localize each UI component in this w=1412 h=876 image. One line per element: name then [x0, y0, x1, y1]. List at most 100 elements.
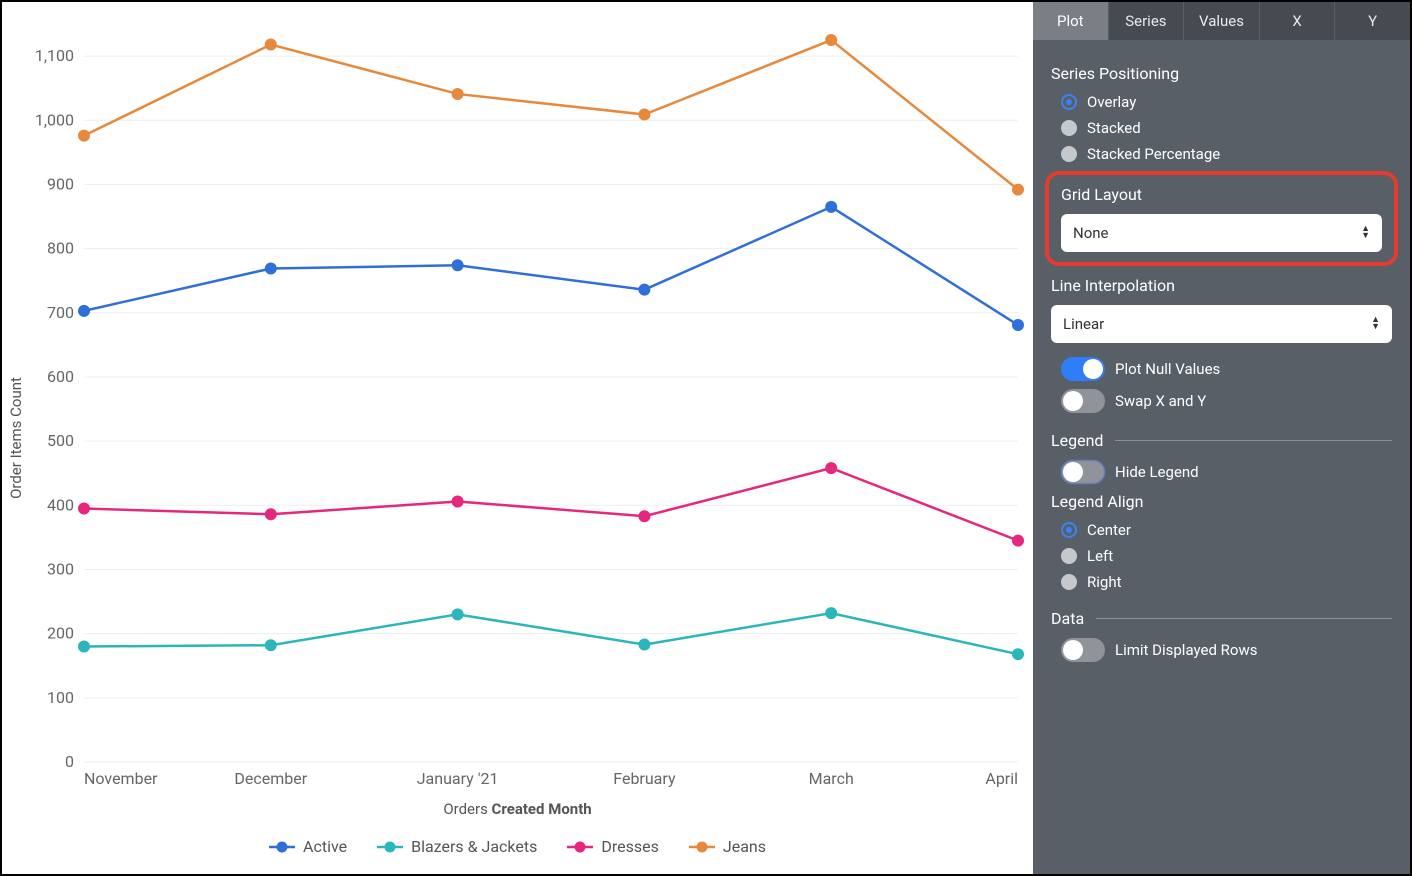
series-point: [78, 640, 90, 652]
series-point: [1012, 535, 1024, 547]
x-tick-label: November: [84, 769, 158, 788]
legend-align-radio-label: Right: [1087, 573, 1121, 591]
legend: Active Blazers & Jackets Dresses Jeans: [2, 837, 1033, 856]
series-point: [1012, 648, 1024, 660]
config-panel: PlotSeriesValuesXY Series Positioning Ov…: [1033, 2, 1410, 874]
grid-layout-highlight: Grid Layout None ▲▼: [1045, 171, 1398, 266]
divider: [1115, 440, 1392, 441]
tab-x[interactable]: X: [1259, 2, 1335, 40]
series-point: [265, 639, 277, 651]
legend-align-radio-label: Left: [1087, 547, 1113, 565]
series-positioning-title: Series Positioning: [1051, 64, 1392, 83]
legend-align-title: Legend Align: [1051, 492, 1392, 511]
grid-layout-value: None: [1073, 224, 1109, 242]
legend-swatch-icon: [377, 840, 403, 854]
y-tick-label: 600: [47, 367, 74, 386]
series-point: [452, 608, 464, 620]
limit-rows-toggle[interactable]: [1061, 638, 1105, 662]
series-positioning-radio-label: Overlay: [1087, 93, 1136, 111]
y-tick-label: 800: [47, 239, 74, 258]
plot-tab-body: Series Positioning OverlayStackedStacked…: [1033, 40, 1410, 874]
swap-xy-toggle[interactable]: [1061, 389, 1105, 413]
x-axis-title: Orders Created Month: [2, 800, 1033, 818]
series-line-dresses: [84, 468, 1018, 541]
plot-null-values-toggle[interactable]: [1061, 357, 1105, 381]
swap-xy-label: Swap X and Y: [1115, 392, 1206, 410]
y-tick-label: 300: [47, 559, 74, 578]
series-positioning-radio-stacked-percentage[interactable]: [1061, 146, 1077, 162]
y-tick-label: 700: [47, 303, 74, 322]
grid-layout-select[interactable]: None ▲▼: [1061, 214, 1382, 252]
series-point: [452, 88, 464, 100]
series-point: [638, 108, 650, 120]
select-caret-icon: ▲▼: [1361, 226, 1370, 240]
x-axis-title-light: Orders: [443, 800, 491, 818]
series-point: [1012, 184, 1024, 196]
y-tick-label: 500: [47, 431, 74, 450]
chart-pane: 01002003004005006007008009001,0001,100No…: [2, 2, 1033, 874]
series-point: [265, 39, 277, 51]
legend-align-radio-label: Center: [1087, 521, 1131, 539]
series-positioning-radio-overlay[interactable]: [1061, 94, 1077, 110]
series-point: [452, 495, 464, 507]
data-section-title: Data: [1051, 609, 1084, 628]
legend-item-active[interactable]: Active: [269, 837, 347, 856]
legend-item-blazers-jackets[interactable]: Blazers & Jackets: [377, 837, 537, 856]
series-point: [78, 130, 90, 142]
hide-legend-label: Hide Legend: [1115, 463, 1199, 481]
tab-plot[interactable]: Plot: [1033, 2, 1108, 40]
x-axis-title-bold: Created Month: [492, 800, 592, 818]
legend-align-radio-right[interactable]: [1061, 574, 1077, 590]
series-line-active: [84, 207, 1018, 325]
series-point: [265, 263, 277, 275]
y-tick-label: 900: [47, 174, 74, 193]
legend-item-dresses[interactable]: Dresses: [567, 837, 659, 856]
legend-item-jeans[interactable]: Jeans: [689, 837, 766, 856]
series-point: [825, 462, 837, 474]
y-tick-label: 0: [65, 752, 74, 771]
series-point: [825, 607, 837, 619]
grid-layout-title: Grid Layout: [1061, 185, 1388, 204]
series-point: [825, 201, 837, 213]
select-caret-icon: ▲▼: [1371, 317, 1380, 331]
legend-swatch-icon: [689, 840, 715, 854]
hide-legend-toggle[interactable]: [1061, 460, 1105, 484]
legend-label: Dresses: [601, 837, 659, 856]
plot-null-values-label: Plot Null Values: [1115, 360, 1220, 378]
tab-values[interactable]: Values: [1183, 2, 1259, 40]
y-tick-label: 200: [47, 624, 74, 643]
series-point: [265, 508, 277, 520]
x-tick-label: February: [613, 769, 676, 788]
y-tick-label: 1,100: [35, 46, 74, 65]
series-point: [78, 503, 90, 515]
y-axis-title: Order Items Count: [7, 377, 25, 499]
series-point: [1012, 319, 1024, 331]
series-point: [638, 639, 650, 651]
line-chart: 01002003004005006007008009001,0001,100No…: [2, 2, 1033, 874]
x-tick-label: March: [809, 769, 854, 788]
x-tick-label: April: [985, 769, 1018, 788]
line-interpolation-value: Linear: [1063, 315, 1104, 333]
series-positioning-radio-label: Stacked Percentage: [1087, 145, 1220, 163]
x-tick-label: December: [234, 769, 307, 788]
series-positioning-radio-stacked[interactable]: [1061, 120, 1077, 136]
series-point: [638, 510, 650, 522]
line-interpolation-select[interactable]: Linear ▲▼: [1051, 305, 1392, 343]
legend-align-radio-left[interactable]: [1061, 548, 1077, 564]
y-tick-label: 400: [47, 495, 74, 514]
series-point: [825, 34, 837, 46]
y-tick-label: 1,000: [35, 110, 74, 129]
tab-y[interactable]: Y: [1334, 2, 1410, 40]
tab-series[interactable]: Series: [1108, 2, 1184, 40]
legend-align-radio-center[interactable]: [1061, 522, 1077, 538]
limit-rows-label: Limit Displayed Rows: [1115, 641, 1257, 659]
legend-section-title: Legend: [1051, 431, 1103, 450]
legend-swatch-icon: [269, 840, 295, 854]
divider: [1096, 618, 1392, 619]
x-tick-label: January '21: [417, 769, 499, 788]
series-point: [78, 305, 90, 317]
series-point: [452, 259, 464, 271]
line-interpolation-title: Line Interpolation: [1051, 276, 1392, 295]
series-line-jeans: [84, 40, 1018, 190]
series-point: [638, 284, 650, 296]
